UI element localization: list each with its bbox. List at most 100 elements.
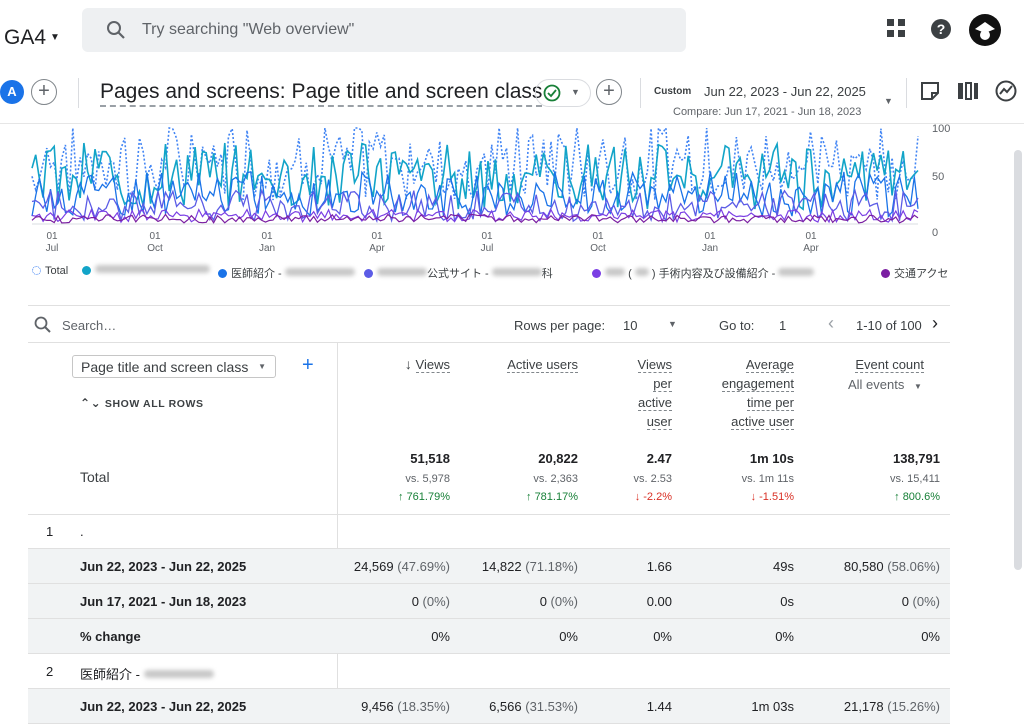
goto-input[interactable]: 1 — [779, 318, 787, 333]
total-active-users-change: ↑ 781.17% — [526, 491, 578, 503]
cell-views-per-user: 1.44 — [646, 699, 672, 714]
cell-views: 9,456 (18.35%) — [350, 699, 450, 714]
legend-label: 交通アクセ — [894, 268, 949, 280]
rows-per-page-select[interactable]: 10 — [623, 318, 638, 333]
cell-percent: (15.26%) — [887, 699, 940, 714]
col-avg-engagement[interactable]: Average engagement time per active user — [690, 355, 794, 431]
cell-views-per-user: 0% — [653, 629, 672, 644]
help-icon[interactable]: ? — [930, 18, 952, 40]
report-status-dropdown[interactable]: ▼ — [535, 79, 591, 107]
col-label-line: user — [646, 414, 672, 430]
search-placeholder: Try searching "Web overview" — [142, 21, 355, 38]
x-tick-day: 01 — [805, 231, 817, 242]
cell-views: 24,569 (47.69%) — [350, 559, 450, 574]
row-title-text: 医師紹介 - — [80, 667, 140, 682]
cell-percent: (58.06%) — [887, 559, 940, 574]
cell-value: 0 — [411, 594, 419, 609]
table-row[interactable]: Jun 22, 2023 - Jun 22, 2025 24,569 (47.6… — [28, 549, 950, 584]
next-page-icon[interactable]: › — [932, 313, 938, 333]
cell-event-count: 21,178 (15.26%) — [808, 699, 940, 714]
cell-percent: (47.69%) — [397, 559, 450, 574]
legend-dot-icon — [592, 269, 601, 278]
x-tick-month: Apr — [803, 243, 819, 254]
report-title: Pages and screens: Page title and screen… — [100, 80, 543, 107]
search-icon — [107, 21, 125, 39]
series-3-line — [31, 188, 919, 224]
x-tick-day: 01 — [46, 231, 58, 242]
caret-down-icon: ▼ — [571, 87, 580, 97]
event-filter-select[interactable]: All events ▼ — [848, 377, 922, 392]
legend-item-series-3[interactable]: 公式サイト - 科 — [364, 265, 553, 281]
insights-icon[interactable] — [995, 80, 1017, 102]
col-views[interactable]: ↓ Views — [370, 355, 450, 374]
col-event-count[interactable]: Event count — [830, 355, 924, 374]
table-row[interactable]: 1 . — [28, 514, 950, 549]
caret-down-icon[interactable]: ▼ — [668, 319, 677, 329]
add-dimension-button[interactable]: + — [302, 354, 314, 376]
global-search[interactable]: Try searching "Web overview" — [82, 8, 686, 52]
legend-item-series-1[interactable] — [82, 265, 210, 277]
cell-value: 0 — [539, 594, 547, 609]
legend-item-total[interactable]: Total — [32, 265, 68, 277]
x-tick-month: Jan — [259, 243, 275, 254]
cell-value: 24,569 — [353, 559, 394, 574]
compare-range: Compare: Jun 17, 2021 - Jun 18, 2023 — [673, 106, 862, 118]
report-header — [0, 62, 1024, 124]
total-avg-engagement: 1m 10s — [749, 451, 794, 466]
x-tick-day: 01 — [149, 231, 161, 242]
date-dropdown-caret-icon[interactable]: ▼ — [884, 96, 893, 106]
table-row[interactable]: 2 医師紹介 - — [28, 654, 950, 689]
cell-value: 21,178 — [843, 699, 884, 714]
col-label-line: time per — [747, 395, 794, 411]
customize-report-icon[interactable] — [957, 81, 979, 101]
col-active-users[interactable]: Active users — [478, 355, 578, 374]
legend-dot-icon — [364, 269, 373, 278]
cell-avg-engagement: 0% — [775, 629, 794, 644]
legend-label-paren-close: ) — [651, 268, 656, 280]
dimension-select[interactable]: Page title and screen class ▼ — [72, 355, 276, 378]
table-toolbar: Search… Rows per page: 10 ▼ Go to: 1 ‹ 1… — [28, 305, 950, 343]
legend-label-paren-open: ( — [628, 268, 632, 280]
legend-label-suffix: 科 — [541, 268, 553, 280]
legend-label: Total — [45, 265, 69, 277]
prev-page-icon[interactable]: ‹ — [828, 313, 834, 333]
divider — [640, 78, 641, 108]
column-divider — [337, 343, 338, 715]
search-icon — [34, 316, 51, 333]
legend-item-series-2[interactable]: 医師紹介 - — [218, 265, 355, 281]
add-card-button[interactable]: + — [596, 79, 622, 105]
table-row[interactable]: Jun 22, 2023 - Jun 22, 2025 9,456 (18.35… — [28, 689, 950, 724]
property-selector[interactable]: GA4 ▼ — [4, 26, 60, 50]
expand-icon: ⌃⌄ — [80, 396, 102, 410]
change-value: 800.6% — [902, 491, 940, 503]
table-row[interactable]: % change 0% 0% 0% 0% 0% — [28, 619, 950, 654]
comparison-avatar[interactable]: A — [0, 80, 24, 104]
cell-value: 9,456 — [361, 699, 394, 714]
row-title: . — [80, 524, 84, 539]
show-all-rows-button[interactable]: ⌃⌄ SHOW ALL ROWS — [80, 396, 204, 410]
col-views-per-user[interactable]: Views per active user — [600, 355, 672, 431]
add-comparison-button[interactable]: + — [31, 79, 57, 105]
y-tick-label: 50 — [932, 171, 944, 183]
event-filter-label: All events — [848, 377, 905, 392]
table-row[interactable]: Jun 17, 2021 - Jun 18, 2023 0 (0%) 0 (0%… — [28, 584, 950, 619]
check-circle-icon — [543, 84, 561, 102]
col-label-line: active — [638, 395, 672, 411]
redacted-text — [143, 670, 214, 678]
legend-item-series-4[interactable]: ( ) 手術内容及び設備紹介 - — [592, 265, 815, 281]
cell-percent: (18.35%) — [397, 699, 450, 714]
page-scrollbar[interactable] — [1014, 150, 1022, 570]
apps-grid-icon[interactable] — [886, 18, 906, 38]
trend-line-chart: 10050001Jul01Oct01Jan01Apr01Jul01Oct01Ja… — [31, 124, 950, 254]
legend-item-series-5[interactable]: 交通アクセ — [881, 265, 948, 281]
col-event-count-label: Event count — [855, 357, 924, 373]
x-tick-month: Jul — [481, 243, 494, 254]
cell-active-users: 14,822 (71.18%) — [448, 559, 578, 574]
table-search-input[interactable]: Search… — [62, 318, 117, 333]
date-range[interactable]: Jun 22, 2023 - Jun 22, 2025 — [704, 84, 866, 99]
insights-note-icon[interactable] — [920, 81, 940, 101]
series-2-line — [31, 170, 919, 219]
account-avatar[interactable] — [968, 13, 1002, 47]
cell-views: 0 (0%) — [350, 594, 450, 609]
legend-dot-icon — [218, 269, 227, 278]
